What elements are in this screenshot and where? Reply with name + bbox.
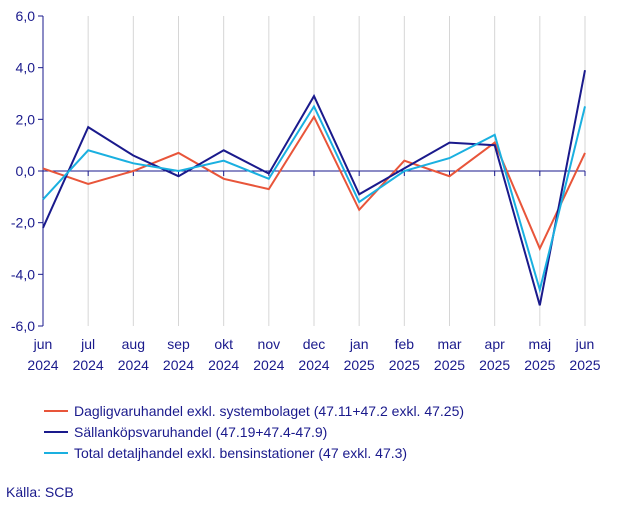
x-tick-label-year: 2024 [208,357,239,373]
y-tick-label: 2,0 [16,111,36,127]
x-tick-label-month: jan [349,336,369,352]
legend-swatch [44,451,68,454]
x-tick-label-month: jul [80,336,95,352]
legend-label: Total detaljhandel exkl. bensinstationer… [74,444,408,461]
x-tick-label-year: 2025 [569,357,600,373]
y-tick-label: -2,0 [11,215,35,231]
x-tick-label-month: feb [395,336,415,352]
x-tick-label-year: 2024 [163,357,194,373]
series-line-0 [42,114,586,251]
legend-item-0: Dagligvaruhandel exkl. systembolaget (47… [44,400,464,421]
x-tick-label-month: mar [437,336,461,352]
series-line-2 [42,104,586,294]
y-tick-label: 4,0 [16,60,36,76]
legend-label: Dagligvaruhandel exkl. systembolaget (47… [74,402,465,419]
x-tick-label-year: 2025 [479,357,510,373]
series-lines [42,70,586,306]
x-tick-label-month: jun [575,336,595,352]
line-chart: 6,0 4,0 2,0 0,0 -2,0 -4,0 -6,0 jun 2024 jul 2024 a… [11,8,601,373]
x-tick-label-year: 2024 [118,357,149,373]
y-tick-label: -4,0 [11,266,35,282]
x-tick-label-year: 2024 [253,357,284,373]
y-tick-label: -6,0 [11,318,35,334]
legend-label: Sällanköpsvaruhandel (47.19+47.4-47.9) [74,423,328,440]
legend-swatch [44,409,68,412]
x-tick-label-year: 2025 [434,357,465,373]
legend-swatch [44,430,68,433]
source-note: Källa: SCB [6,484,74,500]
legend-item-1: Sällanköpsvaruhandel (47.19+47.4-47.9) [44,421,464,442]
x-tick-label-month: nov [258,336,281,352]
y-tick-label: 6,0 [16,8,36,24]
x-tick-label-year: 2025 [389,357,420,373]
x-tick-label-month: aug [122,336,145,352]
y-tick-labels: 6,0 4,0 2,0 0,0 -2,0 -4,0 -6,0 [11,8,35,334]
y-tick-label: 0,0 [16,163,36,179]
series-line-1 [42,70,586,306]
x-tick-label-year: 2025 [524,357,555,373]
x-tick-label-year: 2025 [344,357,375,373]
x-tick-label-month: okt [214,336,233,352]
x-tick-label-year: 2024 [73,357,104,373]
x-tick-label-month: apr [485,336,506,352]
legend-item-2: Total detaljhandel exkl. bensinstationer… [44,442,464,463]
x-tick-label-year: 2024 [27,357,58,373]
legend: Dagligvaruhandel exkl. systembolaget (47… [44,400,464,463]
x-tick-label-month: sep [167,336,190,352]
x-tick-label-month: dec [303,336,326,352]
x-tick-label-month: jun [33,336,53,352]
x-tick-labels: jun 2024 jul 2024 aug 2024 sep 2024 okt 2024 nov 20… [27,336,600,373]
x-tick-label-month: maj [529,336,552,352]
x-tick-label-year: 2024 [298,357,329,373]
